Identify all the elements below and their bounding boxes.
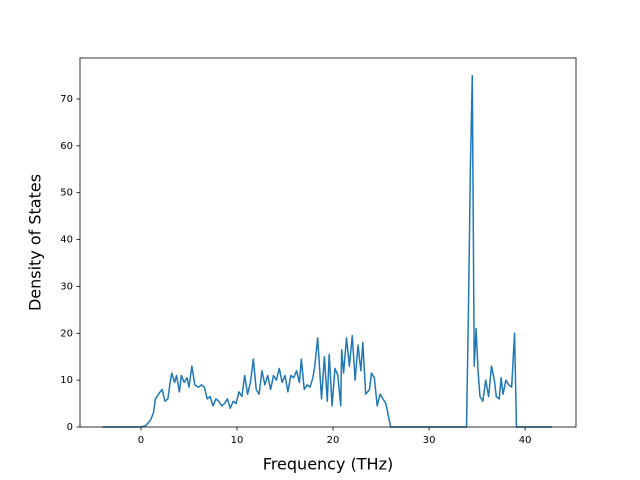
- x-tick-label: 30: [423, 435, 436, 446]
- x-tick-label: 0: [138, 435, 144, 446]
- x-tick-label: 20: [327, 435, 340, 446]
- y-tick-label: 60: [60, 141, 73, 152]
- y-tick-label: 0: [67, 422, 73, 433]
- y-tick-label: 40: [60, 235, 73, 246]
- data-line: [102, 74, 552, 428]
- x-tick-label: 40: [519, 435, 532, 446]
- y-tick-label: 10: [60, 375, 73, 386]
- y-tick-label: 50: [60, 188, 73, 199]
- y-tick-label: 20: [60, 328, 73, 339]
- x-axis-title: Frequency (THz): [263, 455, 393, 474]
- plot-frame: [79, 57, 577, 428]
- y-tick-label: 30: [60, 281, 73, 292]
- y-tick-label: 70: [60, 94, 73, 105]
- x-tick-label: 10: [231, 435, 244, 446]
- y-axis-title: Density of States: [26, 174, 45, 311]
